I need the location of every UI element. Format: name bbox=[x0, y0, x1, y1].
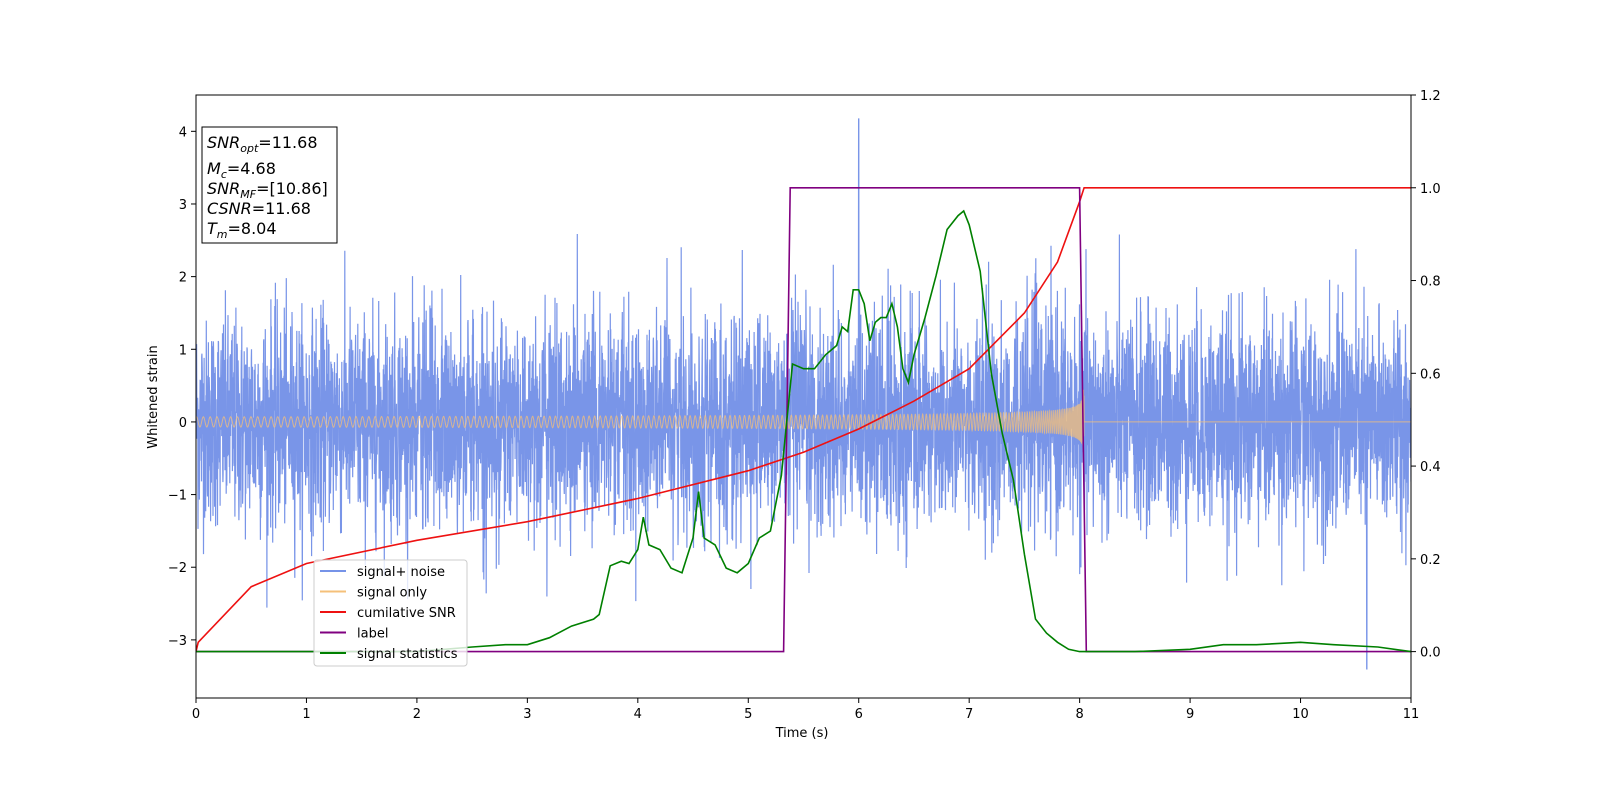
y2-tick-label: 1.0 bbox=[1420, 182, 1441, 197]
y-axis-left: −3 −2 −1 0 1 2 3 4 bbox=[168, 125, 196, 649]
x-tick-label: 4 bbox=[634, 707, 642, 722]
legend-entry: signal only bbox=[357, 586, 427, 601]
y-axis-label: Whitened strain bbox=[146, 345, 161, 448]
series-layer bbox=[196, 118, 1411, 670]
x-axis-label: Time (s) bbox=[775, 726, 829, 741]
y-tick-label: −3 bbox=[168, 634, 187, 649]
y-tick-label: 3 bbox=[179, 198, 187, 213]
legend-entry: cumilative SNR bbox=[357, 606, 456, 621]
series-signal-statistics bbox=[196, 209, 1411, 653]
x-tick-label: 9 bbox=[1186, 707, 1194, 722]
legend: signal+ noise signal only cumilative SNR la… bbox=[313, 559, 468, 667]
y2-tick-label: 0.6 bbox=[1420, 367, 1441, 382]
x-tick-label: 7 bbox=[965, 707, 973, 722]
y2-tick-label: 1.2 bbox=[1420, 89, 1441, 104]
legend-entry: signal+ noise bbox=[357, 565, 445, 580]
annotation-line: Tm=8.04 bbox=[207, 219, 277, 241]
legend-entry: label bbox=[357, 627, 388, 642]
y-tick-label: −1 bbox=[168, 489, 187, 504]
legend-entry: signal statistics bbox=[357, 647, 458, 662]
y2-tick-label: 0.0 bbox=[1420, 646, 1441, 661]
annotation-box: SNRopt=11.68 Mc=4.68SNRMF=[10.86]CSNR=11.… bbox=[201, 126, 338, 244]
x-tick-label: 10 bbox=[1292, 707, 1309, 722]
series-signal-noise bbox=[196, 118, 1411, 670]
x-tick-label: 3 bbox=[523, 707, 531, 722]
x-tick-label: 1 bbox=[302, 707, 310, 722]
x-tick-label: 2 bbox=[413, 707, 421, 722]
y-tick-label: 0 bbox=[179, 416, 187, 431]
x-axis: 0 1 2 3 4 5 6 7 8 9 10 11 bbox=[192, 698, 1419, 722]
plot-frame bbox=[195, 94, 1412, 699]
y2-tick-label: 0.4 bbox=[1420, 460, 1441, 475]
x-tick-label: 5 bbox=[744, 707, 752, 722]
x-tick-label: 0 bbox=[192, 707, 200, 722]
x-tick-label: 8 bbox=[1075, 707, 1083, 722]
y2-tick-label: 0.8 bbox=[1420, 275, 1441, 290]
annotation-line: Mc=4.68 bbox=[207, 159, 276, 181]
y-tick-label: 4 bbox=[179, 125, 187, 140]
y2-tick-label: 0.2 bbox=[1420, 553, 1441, 568]
y-tick-label: −2 bbox=[168, 561, 187, 576]
x-tick-label: 6 bbox=[855, 707, 863, 722]
x-tick-label: 11 bbox=[1403, 707, 1420, 722]
series-signal-only bbox=[196, 389, 1411, 447]
y-tick-label: 1 bbox=[179, 343, 187, 358]
annotation-line: CSNR=11.68 bbox=[207, 199, 311, 218]
y-tick-label: 2 bbox=[179, 271, 187, 286]
annotation-line: SNRMF=[10.86] bbox=[207, 179, 328, 201]
y-axis-right: 0.0 0.2 0.4 0.6 0.8 1.0 1.2 bbox=[1411, 89, 1441, 661]
annotation-line: SNRopt=11.68 bbox=[207, 133, 318, 155]
